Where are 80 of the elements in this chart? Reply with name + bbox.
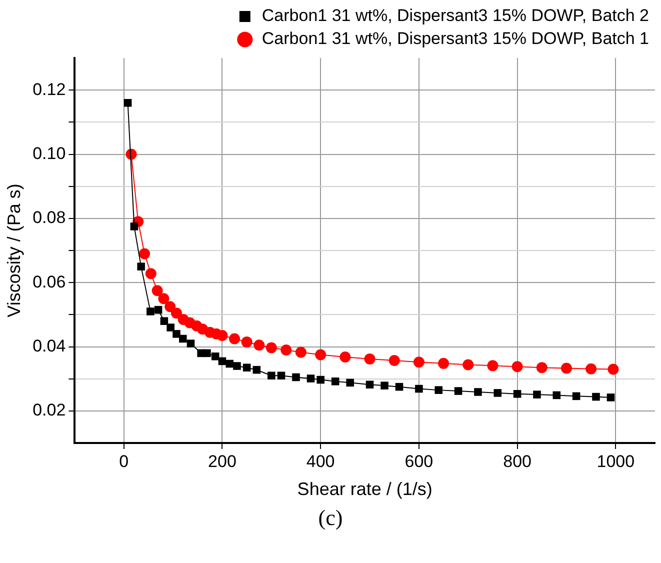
point [395, 382, 404, 391]
point [124, 99, 132, 107]
point [233, 362, 241, 370]
point [606, 394, 615, 402]
point [487, 360, 498, 372]
legend-label: Carbon1 31 wt%, Dispersant3 15% DOWP, Batch 2 [262, 6, 650, 26]
y-axis-title: Viscosity / (Pa s) [4, 184, 24, 318]
point [315, 349, 326, 360]
x-axis-title: Shear rate / (1/s) [297, 479, 432, 500]
x-tick-label: 1000 [596, 452, 635, 471]
y-tick-label: 0.10 [32, 144, 66, 163]
point [533, 390, 541, 398]
x-tick-label: 600 [404, 452, 434, 471]
point [266, 342, 277, 354]
point [172, 330, 180, 338]
point [216, 330, 228, 342]
point [130, 222, 138, 230]
point [145, 268, 156, 280]
point [513, 390, 522, 398]
point [295, 346, 306, 358]
point [316, 376, 324, 384]
point [203, 349, 211, 358]
y-tick-label: 0.04 [32, 336, 66, 356]
point [474, 388, 482, 396]
point [277, 372, 286, 380]
point [154, 306, 162, 314]
point [462, 359, 474, 370]
point [160, 317, 168, 325]
point [241, 336, 252, 348]
point [242, 364, 251, 372]
point [494, 389, 502, 397]
point [346, 378, 354, 387]
point [152, 285, 163, 296]
point [170, 308, 182, 319]
point [413, 356, 424, 368]
point [552, 391, 561, 400]
point [438, 358, 450, 369]
point [254, 340, 265, 351]
point [366, 380, 374, 388]
point [364, 353, 376, 364]
point [186, 340, 195, 348]
point [331, 378, 340, 386]
point [158, 293, 170, 304]
point [252, 366, 261, 374]
point [572, 392, 580, 400]
point [137, 262, 145, 270]
point [166, 324, 174, 332]
point [139, 248, 150, 260]
y-tick-label: 0.02 [32, 400, 66, 420]
y-tick-label: 0.06 [32, 272, 66, 292]
point [536, 362, 548, 374]
point [178, 334, 187, 343]
legend-label: Carbon1 31 wt%, Dispersant3 15% DOWP, Batch 1 [262, 29, 650, 48]
y-tick-label: 0.12 [32, 80, 66, 99]
point [608, 364, 619, 375]
point [280, 344, 292, 356]
point [512, 361, 523, 372]
point [434, 386, 442, 394]
x-tick-label: 800 [503, 452, 532, 471]
point [146, 308, 154, 316]
point [415, 384, 423, 393]
point [211, 352, 220, 360]
point [164, 301, 176, 312]
x-tick-label: 400 [306, 452, 335, 471]
point [340, 352, 351, 363]
point [592, 392, 600, 401]
point [268, 372, 276, 380]
point [229, 333, 240, 344]
point [388, 355, 400, 366]
point [560, 362, 572, 374]
point [226, 360, 234, 368]
point [586, 363, 597, 374]
point [306, 374, 315, 382]
x-tick-label: 0 [119, 452, 129, 471]
point [292, 373, 300, 382]
point [380, 382, 388, 390]
point [454, 387, 462, 395]
y-tick-label: 0.08 [32, 208, 66, 228]
text: (c) [317, 505, 344, 531]
x-tick-label: 200 [208, 452, 236, 471]
